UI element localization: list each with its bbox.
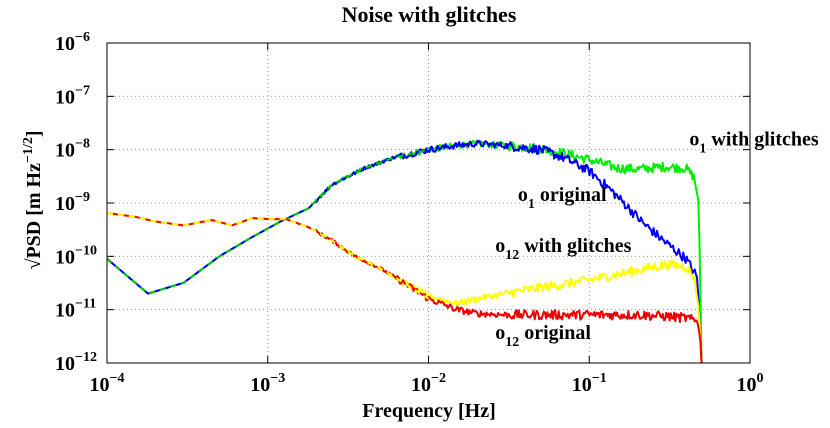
x-tick-label-exp: −3 — [270, 371, 285, 386]
series-label-rest: with glitches — [706, 128, 818, 150]
y-tick-label-base: 10 — [55, 140, 75, 162]
series-label-base: o — [495, 235, 505, 257]
series-label-rest: original — [535, 184, 607, 206]
y-tick-label: 10−11 — [55, 297, 96, 322]
y-tick-label-exp: −8 — [75, 137, 90, 152]
y-axis-label-sup: −1/2 — [21, 137, 36, 163]
series-label-rest: original — [519, 322, 591, 344]
series-label-sub: 12 — [505, 335, 519, 350]
series-label-o12_glitch: o12 with glitches — [495, 235, 631, 263]
y-axis-label: √PSD [m Hz−1/2] — [21, 130, 45, 269]
series-label-o12_orig: o12 original — [495, 322, 591, 350]
series-label-base: o — [495, 322, 505, 344]
series-label-sub: 1 — [528, 197, 535, 212]
x-tick-label-exp: 0 — [757, 371, 764, 386]
y-tick-label-base: 10 — [55, 246, 75, 268]
ticks — [106, 42, 751, 364]
x-tick-labels: 10−4 10−3 10−2 10−1 100 — [90, 371, 764, 396]
series-line-o1_dash — [106, 148, 429, 295]
series-label-base: o — [689, 128, 699, 150]
y-tick-label-base: 10 — [55, 33, 75, 55]
x-tick-label: 10−4 — [90, 371, 125, 396]
series-layer — [106, 139, 703, 364]
y-tick-label-base: 10 — [55, 193, 75, 215]
x-tick-label-base: 10 — [572, 374, 592, 396]
x-tick-label: 100 — [737, 371, 764, 396]
series-label-o1_glitch: o1 with glitches — [689, 128, 818, 156]
y-axis-label-main: √PSD [m Hz — [23, 163, 45, 270]
series-label-sub: 12 — [505, 248, 519, 263]
x-tick-label-base: 10 — [737, 374, 757, 396]
y-tick-label-exp: −6 — [75, 30, 90, 45]
y-tick-label: 10−10 — [55, 243, 97, 268]
series-label-sub: 1 — [699, 141, 706, 156]
y-tick-label: 10−9 — [55, 190, 90, 215]
y-tick-label-base: 10 — [55, 353, 75, 375]
y-tick-label-base: 10 — [55, 86, 75, 108]
x-tick-label-base: 10 — [411, 374, 431, 396]
series-label-rest: with glitches — [519, 235, 631, 257]
x-axis-label: Frequency [Hz] — [362, 400, 496, 422]
x-tick-label: 10−2 — [411, 371, 446, 396]
x-tick-label-base: 10 — [250, 374, 270, 396]
series-label-o1_orig: o1 original — [518, 184, 607, 212]
x-tick-label-exp: −1 — [592, 371, 607, 386]
y-tick-label-exp: −10 — [75, 243, 97, 258]
x-tick-label: 10−3 — [250, 371, 285, 396]
chart-title: Noise with glitches — [342, 2, 517, 27]
y-tick-label-exp: −9 — [75, 190, 90, 205]
y-tick-label: 10−12 — [55, 350, 97, 375]
grid — [107, 43, 750, 363]
x-tick-label: 10−1 — [572, 371, 607, 396]
y-axis-label-end: ] — [23, 130, 45, 137]
y-tick-label-exp: −7 — [75, 83, 90, 98]
y-tick-label-exp: −11 — [75, 297, 96, 312]
y-tick-label-exp: −12 — [75, 350, 97, 365]
y-tick-label-base: 10 — [55, 300, 75, 322]
series-label-base: o — [518, 184, 528, 206]
y-tick-label: 10−8 — [55, 137, 90, 162]
x-tick-label-exp: −4 — [110, 371, 125, 386]
series-line-o1_orig — [106, 139, 703, 364]
x-tick-label-exp: −2 — [431, 371, 446, 386]
y-tick-label: 10−6 — [55, 30, 90, 55]
x-tick-label-base: 10 — [90, 374, 110, 396]
y-tick-label: 10−7 — [55, 83, 90, 108]
